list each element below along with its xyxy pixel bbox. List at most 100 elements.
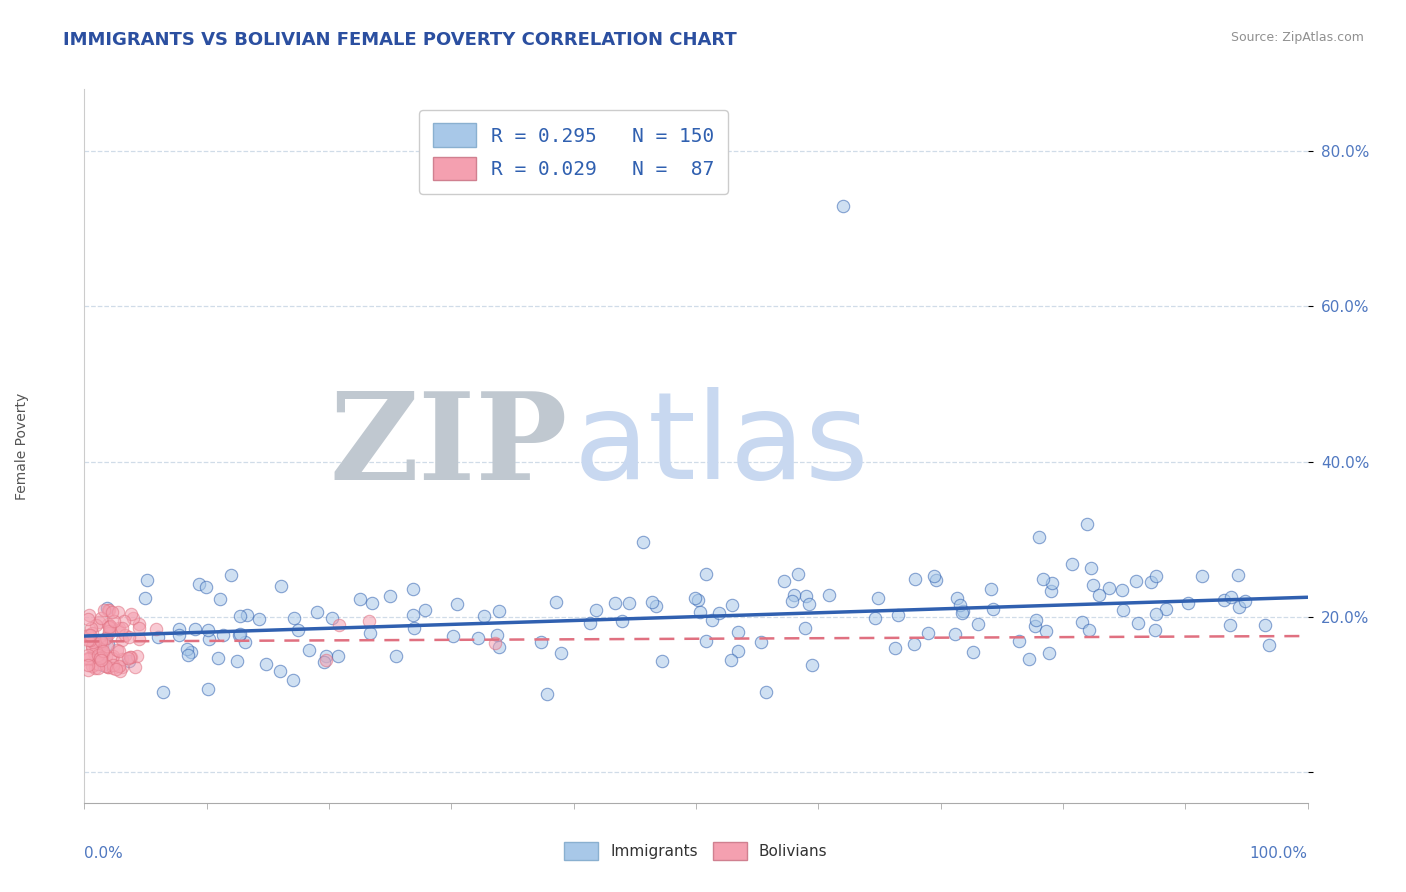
Point [212,628,235,642]
Point [1227,599,1250,614]
Point [287,623,309,637]
Point [1038,646,1060,660]
Point [111,659,134,673]
Point [925,573,948,587]
Legend: Immigrants, Bolivians: Immigrants, Bolivians [558,836,834,866]
Point [77,663,100,677]
Point [91,658,114,673]
Point [107,658,129,673]
Point [1191,569,1213,583]
Point [194,581,217,595]
Point [1039,584,1062,599]
Point [114,614,136,628]
Point [529,635,551,649]
Point [96,660,118,674]
Point [111,621,134,635]
Point [80,639,103,653]
Point [80,621,103,635]
Point [619,596,641,610]
Point [1008,634,1031,648]
Point [686,593,709,607]
Point [360,596,382,610]
Point [467,631,489,645]
Point [1212,592,1234,607]
Point [385,648,408,663]
Point [720,653,742,667]
Point [197,681,219,696]
Point [97,660,120,674]
Point [111,652,134,666]
Point [298,643,321,657]
Point [307,605,329,619]
Point [1258,638,1281,652]
Point [488,640,510,655]
Point [118,650,141,665]
Point [1220,590,1243,604]
Point [1028,530,1050,544]
Point [96,601,118,615]
Point [77,612,100,626]
Point [228,627,250,641]
Point [90,638,112,652]
Point [79,632,101,647]
Text: ZIP: ZIP [329,387,568,505]
Point [1140,574,1163,589]
Point [90,611,112,625]
Point [917,625,939,640]
Point [631,535,654,549]
Point [108,644,131,658]
Point [787,566,810,581]
Point [689,606,711,620]
Point [981,601,1004,615]
Point [1234,593,1257,607]
Point [651,654,673,668]
Point [378,589,401,603]
Point [128,617,150,632]
Point [550,646,572,660]
Point [176,642,198,657]
Point [83,646,105,660]
Point [100,605,122,619]
Point [1177,596,1199,610]
Point [1032,572,1054,586]
Point [727,644,749,658]
Point [77,628,100,642]
Point [89,637,111,651]
Point [114,628,136,642]
Point [1024,618,1046,632]
Point [86,640,108,655]
Point [980,582,1002,596]
Point [683,591,706,605]
Point [441,629,464,643]
Point [107,623,129,637]
Point [103,615,125,629]
Point [884,641,907,656]
Point [79,628,101,642]
Point [90,633,112,648]
Point [585,603,607,617]
Point [225,654,247,668]
Point [84,617,107,632]
Point [1144,568,1167,582]
Point [402,607,425,622]
Point [695,566,717,581]
Point [1088,588,1111,602]
Point [1227,567,1250,582]
Point [1144,607,1167,621]
Point [107,606,129,620]
Point [229,609,252,624]
Point [98,603,121,617]
Point [967,617,990,632]
Point [124,660,146,674]
Point [797,598,820,612]
Point [402,582,425,597]
Point [1042,576,1064,591]
Text: IMMIGRANTS VS BOLIVIAN FEMALE POVERTY CORRELATION CHART: IMMIGRANTS VS BOLIVIAN FEMALE POVERTY CO… [63,31,737,49]
Point [943,627,966,641]
Point [484,636,506,650]
Point [800,658,823,673]
Point [1126,616,1149,631]
Point [780,594,803,608]
Point [91,646,114,660]
Point [105,642,128,657]
